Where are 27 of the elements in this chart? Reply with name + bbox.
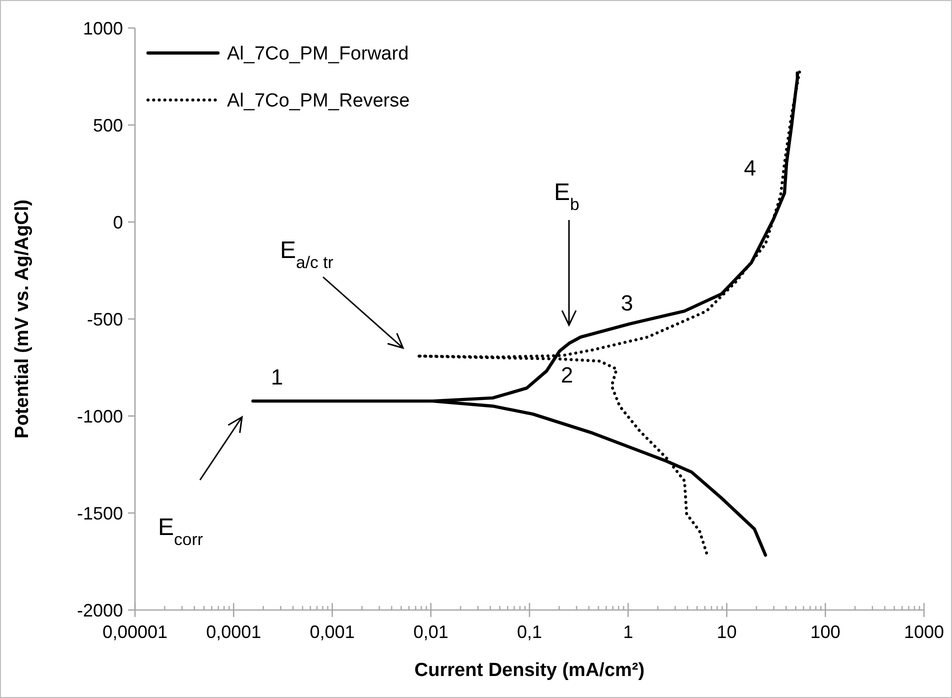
x-tick-label: 0,00001 [102,622,168,642]
x-axis-title: Current Density (mA/cm²) [414,660,645,681]
legend-label: Al_7Co_PM_Forward [227,44,409,65]
y-tick-label: -2000 [76,600,123,620]
x-tick-label: 100 [810,622,840,642]
x-tick-label: 0,01 [413,622,448,642]
annotation: 3 [620,290,634,316]
y-tick-label: -1500 [76,503,123,524]
legend-label: Al_7Co_PM_Reverse [227,90,410,112]
y-tick-label: -1000 [76,406,123,426]
annotation: E$_{b}$ [554,179,580,214]
x-tick-label: 1000 [904,622,944,642]
y-tick-label: -500 [86,309,123,330]
x-tick-label: 10 [716,622,737,642]
annotation: 1 [270,364,284,390]
y-tick-label: 1000 [82,18,123,38]
x-tick-label: 0,0001 [206,622,262,642]
y-axis-title: Potential (mV vs. Ag/AgCl) [12,200,33,438]
annotation: E$_{a/c tr}$ [280,237,334,272]
y-tick-label: 500 [92,115,123,136]
annotation: 4 [744,156,756,181]
x-tick-label: 0,001 [310,622,355,642]
y-tick-label: 0 [112,212,123,232]
x-tick-label: 0,1 [516,622,542,642]
annotation: E$_{corr}$ [158,514,204,548]
annotation: 2 [560,362,574,388]
x-tick-label: 1 [623,622,634,642]
